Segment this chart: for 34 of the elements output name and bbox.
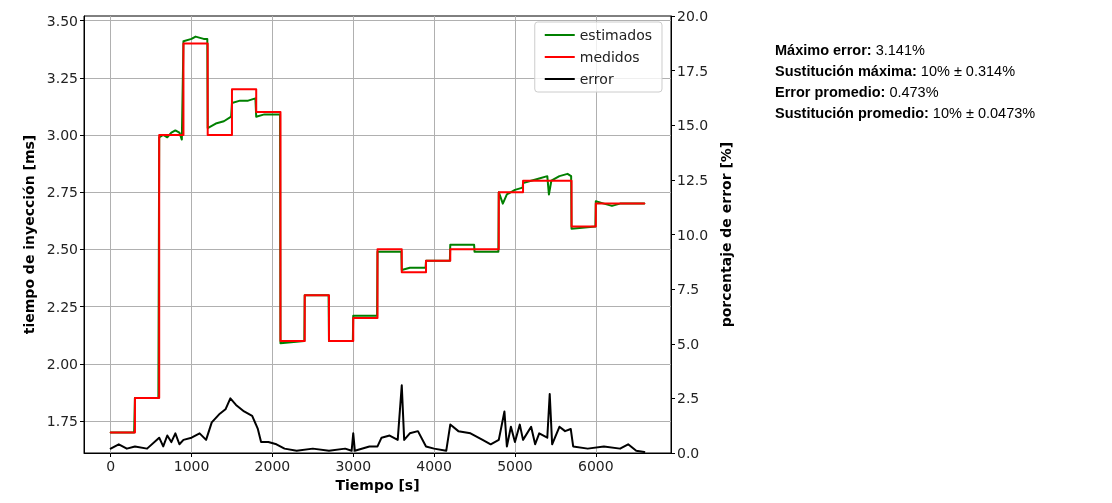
y-tick-label: 3.25: [46, 69, 78, 86]
x-tick-label: 3000: [335, 458, 372, 474]
legend-label: error: [579, 71, 614, 87]
y2-tick-label: 20.0: [677, 8, 709, 24]
y2-tick-label: 17.5: [677, 62, 709, 79]
y-axis-title: tiempo de inyección [ms]: [20, 134, 37, 335]
x-tick-label: 4000: [416, 458, 452, 474]
y2-tick-label: 12.5: [677, 171, 709, 188]
x-tick-label: 5000: [497, 458, 533, 474]
legend-label: medidos: [579, 49, 640, 65]
y2-tick-label: 7.5: [677, 281, 700, 298]
text: Sustitución promedio: 10% ± 0.0473%: [775, 104, 1036, 121]
y2-tick-label: 15.0: [677, 117, 709, 134]
y-tick-label: 1.75: [46, 412, 78, 429]
y2-tick-label: 0.0: [677, 445, 700, 461]
x-tick-label: 1000: [173, 458, 210, 474]
y-tick-label: 3.50: [46, 12, 78, 29]
text: Máximo error: 3.141%: [775, 41, 926, 58]
x-tick-label: 2000: [254, 458, 291, 474]
y2-tick-label: 5.0: [677, 335, 700, 352]
y-tick-label: 3.00: [46, 126, 78, 143]
y-tick-label: 2.00: [46, 355, 78, 372]
x-axis-title: Tiempo [s]: [335, 476, 420, 493]
x-tick-label: 6000: [577, 458, 614, 474]
text: Sustitución máxima: 10% ± 0.314%: [775, 62, 1016, 79]
y2-tick-label: 10.0: [677, 226, 709, 243]
y-tick-label: 2.75: [46, 184, 78, 201]
y-tick-label: 2.50: [46, 241, 78, 258]
y-tick-label: 2.25: [46, 298, 78, 315]
text: Error promedio: 0.473%: [775, 83, 939, 100]
x-tick-label: 0: [106, 458, 116, 474]
y2-axis-title: porcentaje de error [%]: [718, 141, 735, 328]
y2-tick-label: 2.5: [677, 390, 700, 407]
legend-label: estimados: [579, 27, 652, 43]
